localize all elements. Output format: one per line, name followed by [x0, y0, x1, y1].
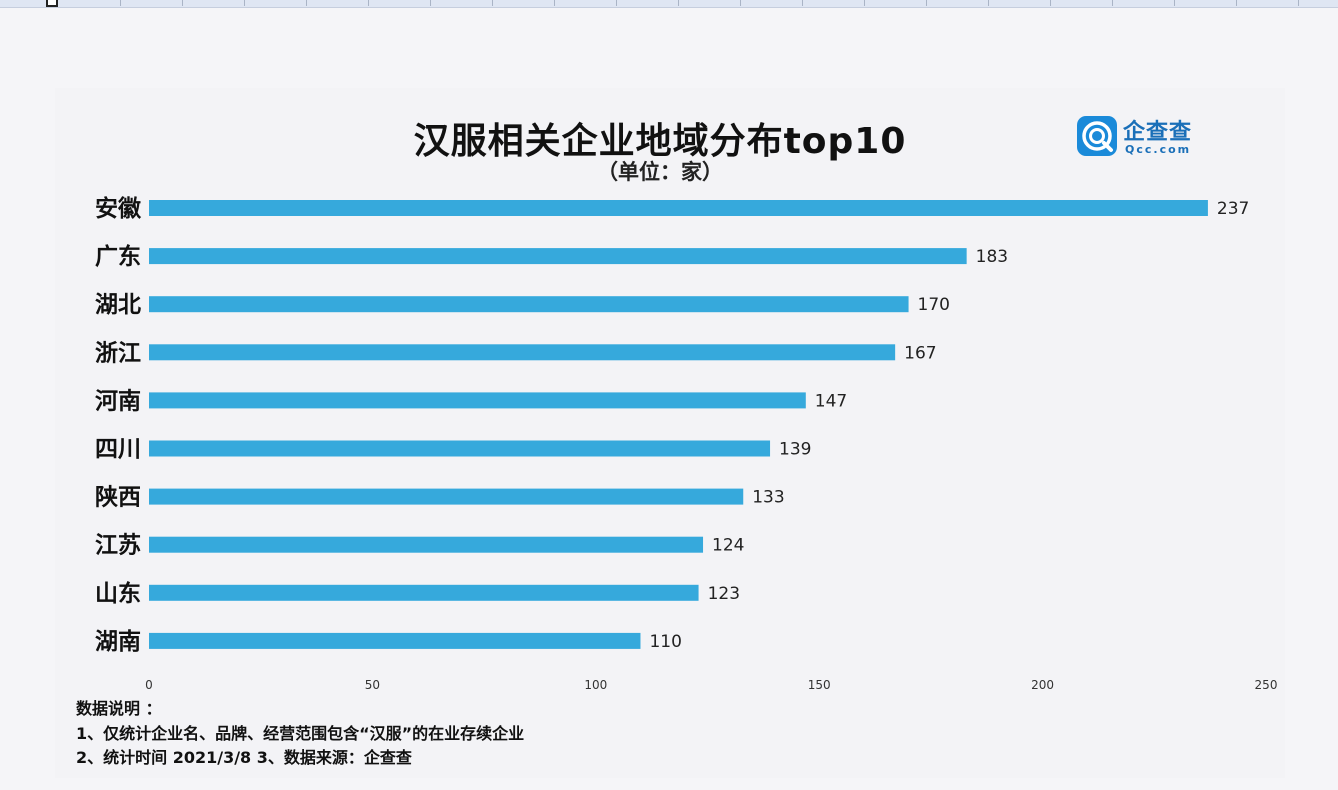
bar-5: [149, 440, 771, 457]
chart-subtitle: （单位：家）: [597, 160, 723, 184]
value-label-9: 110: [649, 632, 681, 652]
ruler-tick: [306, 0, 307, 6]
ruler-tick: [1298, 0, 1299, 6]
category-label-3: 浙江: [95, 340, 141, 366]
top-ruler: [0, 0, 1338, 8]
ruler-tick: [616, 0, 617, 6]
category-label-1: 广东: [95, 243, 141, 270]
ruler-tick: [740, 0, 741, 6]
chart-title: 汉服相关企业地域分布top10: [413, 121, 907, 162]
x-tick-label-3: 150: [808, 678, 831, 692]
category-label-9: 湖南: [95, 629, 141, 655]
notes-heading: 数据说明 ：: [76, 699, 162, 718]
value-label-0: 237: [1217, 199, 1249, 219]
category-label-2: 湖北: [95, 292, 141, 318]
bar-7: [149, 536, 704, 553]
ruler-tick: [802, 0, 803, 6]
logo-domain: Qcc.com: [1125, 143, 1192, 156]
ruler-tick: [492, 0, 493, 6]
ruler-tick: [120, 0, 121, 6]
ruler-tick: [554, 0, 555, 6]
bar-8: [149, 584, 699, 601]
notes-line-1: 1、仅统计企业名、品牌、经营范围包含“汉服”的在业存续企业: [76, 723, 525, 743]
ruler-tick: [182, 0, 183, 6]
category-label-4: 河南: [95, 388, 141, 414]
value-label-5: 139: [779, 440, 811, 460]
category-label-7: 江苏: [95, 533, 141, 559]
ruler-tick: [368, 0, 369, 6]
bar-6: [149, 488, 744, 505]
notes-line-2: 2、统计时间 2021/3/8 3、数据来源：企查查: [76, 748, 412, 767]
bar-2: [149, 296, 909, 313]
bar-3: [149, 344, 896, 361]
value-label-3: 167: [904, 343, 936, 363]
bar-chart: 安徽 237 广东 183 湖北 170 浙江 167 河南 147 四川 139 陕西 133 江苏 124…: [95, 195, 1278, 692]
category-label-6: 陕西: [95, 484, 141, 511]
value-label-4: 147: [815, 391, 847, 411]
value-label-6: 133: [752, 488, 784, 508]
brand-logo: 企查查 Qcc.com: [1077, 114, 1217, 158]
value-label-2: 170: [918, 295, 950, 315]
ruler-tick: [430, 0, 431, 6]
value-label-1: 183: [976, 247, 1008, 267]
data-notes: 数据说明 ： 1、仅统计企业名、品牌、经营范围包含“汉服”的在业存续企业 2、统…: [76, 697, 524, 771]
ruler-tick: [244, 0, 245, 6]
ruler-tick: [1174, 0, 1175, 6]
bar-4: [149, 392, 806, 409]
x-tick-label-1: 50: [365, 678, 380, 692]
ruler-tick: [1112, 0, 1113, 6]
ruler-tick: [988, 0, 989, 6]
x-tick-label-5: 250: [1255, 678, 1278, 692]
ruler-handle[interactable]: [46, 0, 58, 7]
bar-1: [149, 248, 967, 265]
value-label-8: 123: [708, 584, 740, 604]
ruler-tick: [1236, 0, 1237, 6]
value-label-7: 124: [712, 536, 744, 556]
x-tick-label-2: 100: [584, 678, 607, 692]
category-label-0: 安徽: [95, 195, 142, 222]
ruler-tick: [1050, 0, 1051, 6]
bar-0: [149, 200, 1208, 216]
x-tick-label-0: 0: [145, 678, 153, 692]
qcc-logo-icon: [1077, 116, 1117, 156]
ruler-tick: [678, 0, 679, 6]
category-label-8: 山东: [95, 580, 141, 607]
ruler-tick: [926, 0, 927, 6]
category-label-5: 四川: [95, 437, 141, 463]
ruler-tick: [864, 0, 865, 6]
logo-name: 企查查: [1123, 120, 1193, 145]
bar-9: [149, 632, 641, 649]
x-tick-label-4: 200: [1031, 678, 1054, 692]
